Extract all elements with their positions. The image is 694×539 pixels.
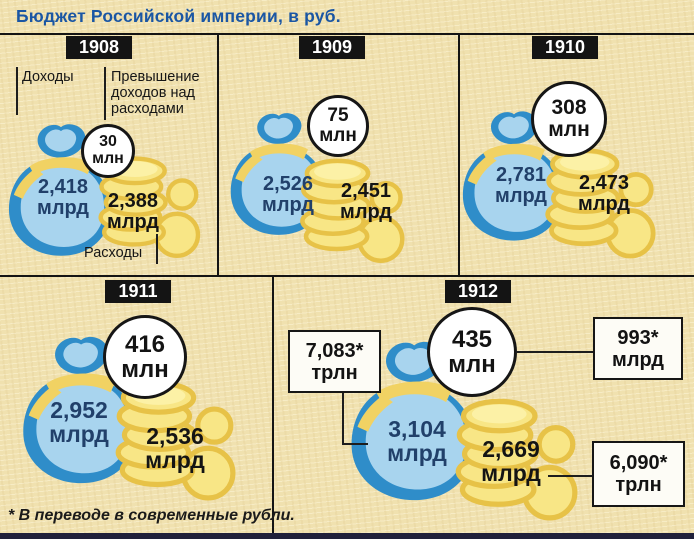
surplus-number: 435	[451, 325, 493, 353]
expenses-number: 2,536	[146, 423, 204, 449]
connector-modern-income-horizontal	[342, 443, 368, 445]
modern-expenses-box: 6,090* трлн	[592, 441, 685, 507]
modern-expenses-unit: трлн	[615, 474, 662, 496]
expenses-unit: млрд	[481, 459, 541, 486]
connector-modern-surplus	[516, 351, 593, 353]
page-title: Бюджет Российской империи, в руб.	[16, 6, 341, 26]
income-number: 2,418	[37, 176, 89, 198]
surplus-number: 75	[327, 105, 349, 127]
surplus-number: 416	[124, 330, 166, 358]
income-value-1909: 2,526 млрд	[238, 174, 338, 216]
income-value-1908: 2,418 млрд	[13, 177, 113, 219]
surplus-number: 30	[99, 133, 117, 151]
surplus-unit: млн	[319, 125, 357, 146]
modern-expenses-number: 6,090*	[609, 452, 668, 474]
expenses-value-1910: 2,473 млрд	[554, 173, 654, 215]
income-unit: млрд	[37, 196, 89, 219]
legend-income-label: Доходы	[22, 69, 74, 85]
legend-surplus-label: Превышение доходов над расходами	[111, 69, 200, 117]
surplus-circle-1912: 435 млн	[427, 307, 517, 397]
surplus-circle-1910: 308 млн	[531, 81, 607, 157]
income-number: 3,104	[388, 416, 446, 442]
expenses-value-1912: 2,669 млрд	[451, 436, 571, 486]
income-pointer-line	[16, 67, 18, 115]
income-value-1911: 2,952 млрд	[19, 397, 139, 447]
modern-surplus-box: 993* млрд	[593, 317, 683, 380]
income-unit: млрд	[387, 439, 447, 466]
expenses-unit: млрд	[578, 192, 630, 215]
surplus-unit: млн	[92, 150, 124, 167]
expenses-unit: млрд	[107, 210, 159, 233]
expenses-unit: млрд	[340, 200, 392, 223]
year-badge-1909: 1909	[299, 36, 365, 59]
divider-1911-1912	[272, 275, 274, 533]
income-value-1910: 2,781 млрд	[471, 165, 571, 207]
surplus-unit: млн	[121, 356, 169, 383]
modern-surplus-number: 993*	[617, 326, 659, 349]
income-number: 2,526	[262, 173, 314, 195]
expenses-pointer-line	[156, 234, 158, 264]
surplus-unit: млн	[448, 351, 496, 378]
year-badge-1912: 1912	[445, 280, 511, 303]
year-badge-1910: 1910	[532, 36, 598, 59]
surplus-circle-1911: 416 млн	[103, 315, 187, 399]
expenses-number: 2,388	[107, 190, 159, 212]
modern-surplus-unit: млрд	[612, 348, 664, 371]
expenses-number: 2,451	[340, 180, 392, 202]
year-badge-1911: 1911	[105, 280, 171, 303]
divider-top-horizontal	[0, 33, 694, 35]
connector-modern-expenses	[548, 475, 592, 477]
bottom-bar	[0, 533, 694, 539]
modern-income-number: 7,083*	[305, 339, 364, 362]
expenses-unit: млрд	[145, 446, 205, 473]
expenses-number: 2,473	[578, 172, 630, 194]
legend-expenses-label: Расходы	[84, 245, 143, 261]
divider-1908-1909	[217, 33, 219, 277]
expenses-value-1909: 2,451 млрд	[316, 181, 416, 223]
income-unit: млрд	[262, 193, 314, 216]
divider-middle-horizontal	[0, 275, 694, 277]
modern-income-unit: трлн	[311, 361, 358, 384]
expenses-value-1908: 2,388 млрд	[83, 191, 183, 233]
surplus-number: 308	[551, 95, 587, 119]
surplus-circle-1908: 30 млн	[81, 124, 135, 178]
income-unit: млрд	[495, 184, 547, 207]
footnote: * В переводе в современные рубли.	[8, 507, 295, 524]
income-number: 2,952	[50, 397, 108, 423]
surplus-pointer-line	[104, 67, 106, 120]
year-badge-1908: 1908	[66, 36, 132, 59]
income-unit: млрд	[49, 420, 109, 447]
modern-income-box: 7,083* трлн	[288, 330, 381, 393]
expenses-value-1911: 2,536 млрд	[115, 423, 235, 473]
expenses-number: 2,669	[482, 436, 540, 462]
connector-modern-income-vertical	[342, 392, 344, 445]
surplus-unit: млн	[548, 118, 590, 141]
surplus-circle-1909: 75 млн	[307, 95, 369, 157]
income-number: 2,781	[495, 164, 547, 186]
divider-1909-1910	[458, 33, 460, 277]
income-value-1912: 3,104 млрд	[357, 416, 477, 466]
